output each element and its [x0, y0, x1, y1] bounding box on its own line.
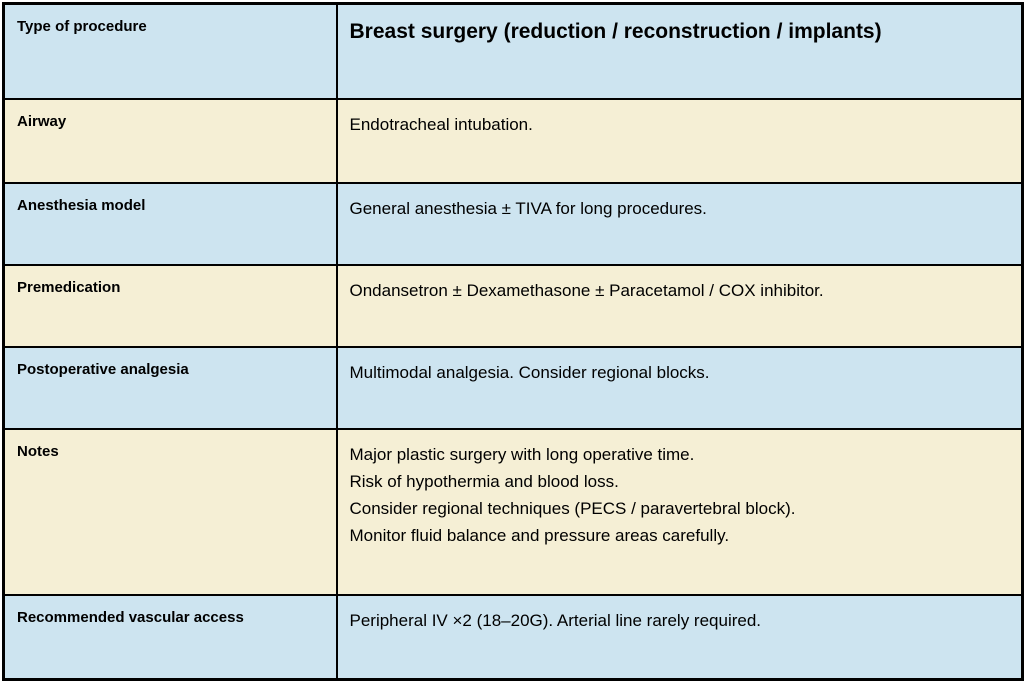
table-row-airway: Airway Endotracheal intubation.: [2, 97, 1024, 184]
row-label-vascular-access: Recommended vascular access: [2, 593, 338, 681]
notes-line-2: Risk of hypothermia and blood loss.: [349, 471, 619, 491]
row-label-premedication: Premedication: [2, 263, 338, 348]
table-row-notes: Notes Major plastic surgery with long op…: [2, 427, 1024, 596]
row-value-airway: Endotracheal intubation.: [335, 97, 1024, 184]
row-label-postoperative-analgesia: Postoperative analgesia: [2, 345, 338, 430]
row-label-anesthesia-model: Anesthesia model: [2, 181, 338, 266]
row-value-postoperative-analgesia: Multimodal analgesia. Consider regional …: [335, 345, 1024, 430]
table-row-anesthesia-model: Anesthesia model General anesthesia ± TI…: [2, 181, 1024, 266]
notes-line-4: Monitor fluid balance and pressure areas…: [349, 525, 730, 545]
row-label-notes: Notes: [2, 427, 338, 596]
table-row-postoperative-analgesia: Postoperative analgesia Multimodal analg…: [2, 345, 1024, 430]
notes-line-3: Consider regional techniques (PECS / par…: [349, 498, 796, 518]
row-value-premedication: Ondansetron ± Dexamethasone ± Paracetamo…: [335, 263, 1024, 348]
row-value-procedure-title: Breast surgery (reduction / reconstructi…: [335, 2, 1024, 100]
row-label-type-of-procedure: Type of procedure: [2, 2, 338, 100]
table-row-type-of-procedure: Type of procedure Breast surgery (reduct…: [2, 2, 1024, 100]
notes-line-1: Major plastic surgery with long operativ…: [349, 444, 695, 464]
row-value-notes: Major plastic surgery with long operativ…: [335, 427, 1024, 596]
table-row-vascular-access: Recommended vascular access Peripheral I…: [2, 593, 1024, 681]
table-row-premedication: Premedication Ondansetron ± Dexamethason…: [2, 263, 1024, 348]
row-value-vascular-access: Peripheral IV ×2 (18–20G). Arterial line…: [335, 593, 1024, 681]
row-value-anesthesia-model: General anesthesia ± TIVA for long proce…: [335, 181, 1024, 266]
row-label-airway: Airway: [2, 97, 338, 184]
